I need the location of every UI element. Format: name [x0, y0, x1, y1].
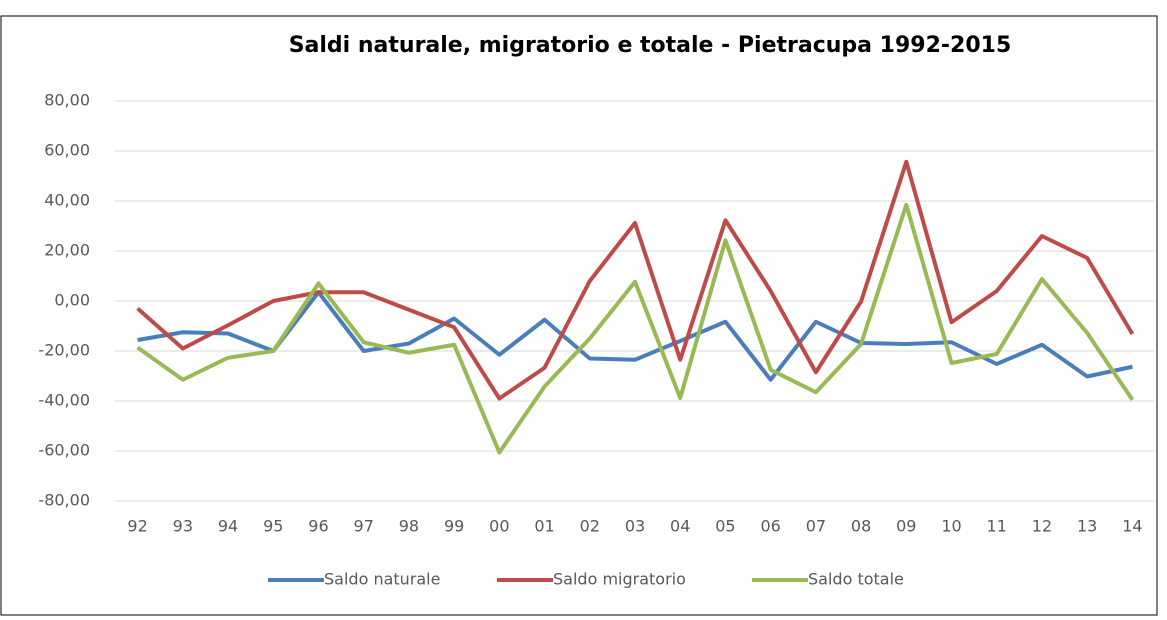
series-line	[136, 159, 1135, 401]
y-tick-label: 0,00	[54, 291, 90, 310]
y-tick-label: 20,00	[44, 241, 90, 260]
x-tick-label: 14	[1122, 517, 1142, 536]
x-tick-label: 07	[806, 517, 826, 536]
series-line	[136, 202, 1135, 455]
x-tick-label: 11	[987, 517, 1007, 536]
y-tick-label: -40,00	[38, 391, 90, 410]
series-line	[137, 290, 1133, 382]
x-tick-label: 02	[580, 517, 600, 536]
x-tick-label: 94	[218, 517, 238, 536]
legend-label: Saldo totale	[808, 570, 904, 589]
x-tick-label: 08	[851, 517, 871, 536]
x-tick-label: 06	[760, 517, 780, 536]
x-tick-label: 09	[896, 517, 916, 536]
legend-label: Saldo naturale	[324, 570, 440, 589]
x-tick-label: 03	[625, 517, 645, 536]
x-tick-label: 99	[444, 517, 464, 536]
y-tick-label: 60,00	[44, 141, 90, 160]
chart-title: Saldi naturale, migratorio e totale - Pi…	[289, 33, 1012, 58]
y-tick-label: 80,00	[44, 91, 90, 110]
x-tick-label: 00	[489, 517, 509, 536]
y-tick-label: -20,00	[38, 341, 90, 360]
x-tick-label: 95	[263, 517, 283, 536]
x-tick-label: 98	[399, 517, 419, 536]
x-tick-label: 92	[127, 517, 147, 536]
y-tick-label: 40,00	[44, 191, 90, 210]
x-tick-label: 12	[1032, 517, 1052, 536]
y-tick-label: -60,00	[38, 441, 90, 460]
x-tick-label: 05	[715, 517, 735, 536]
x-tick-label: 97	[354, 517, 374, 536]
x-tick-label: 93	[173, 517, 193, 536]
x-tick-label: 04	[670, 517, 690, 536]
legend-label: Saldo migratorio	[553, 570, 686, 589]
y-tick-label: -80,00	[38, 491, 90, 510]
x-tick-label: 13	[1077, 517, 1097, 536]
x-tick-label: 10	[941, 517, 961, 536]
x-tick-label: 96	[308, 517, 328, 536]
x-tick-label: 01	[534, 517, 554, 536]
